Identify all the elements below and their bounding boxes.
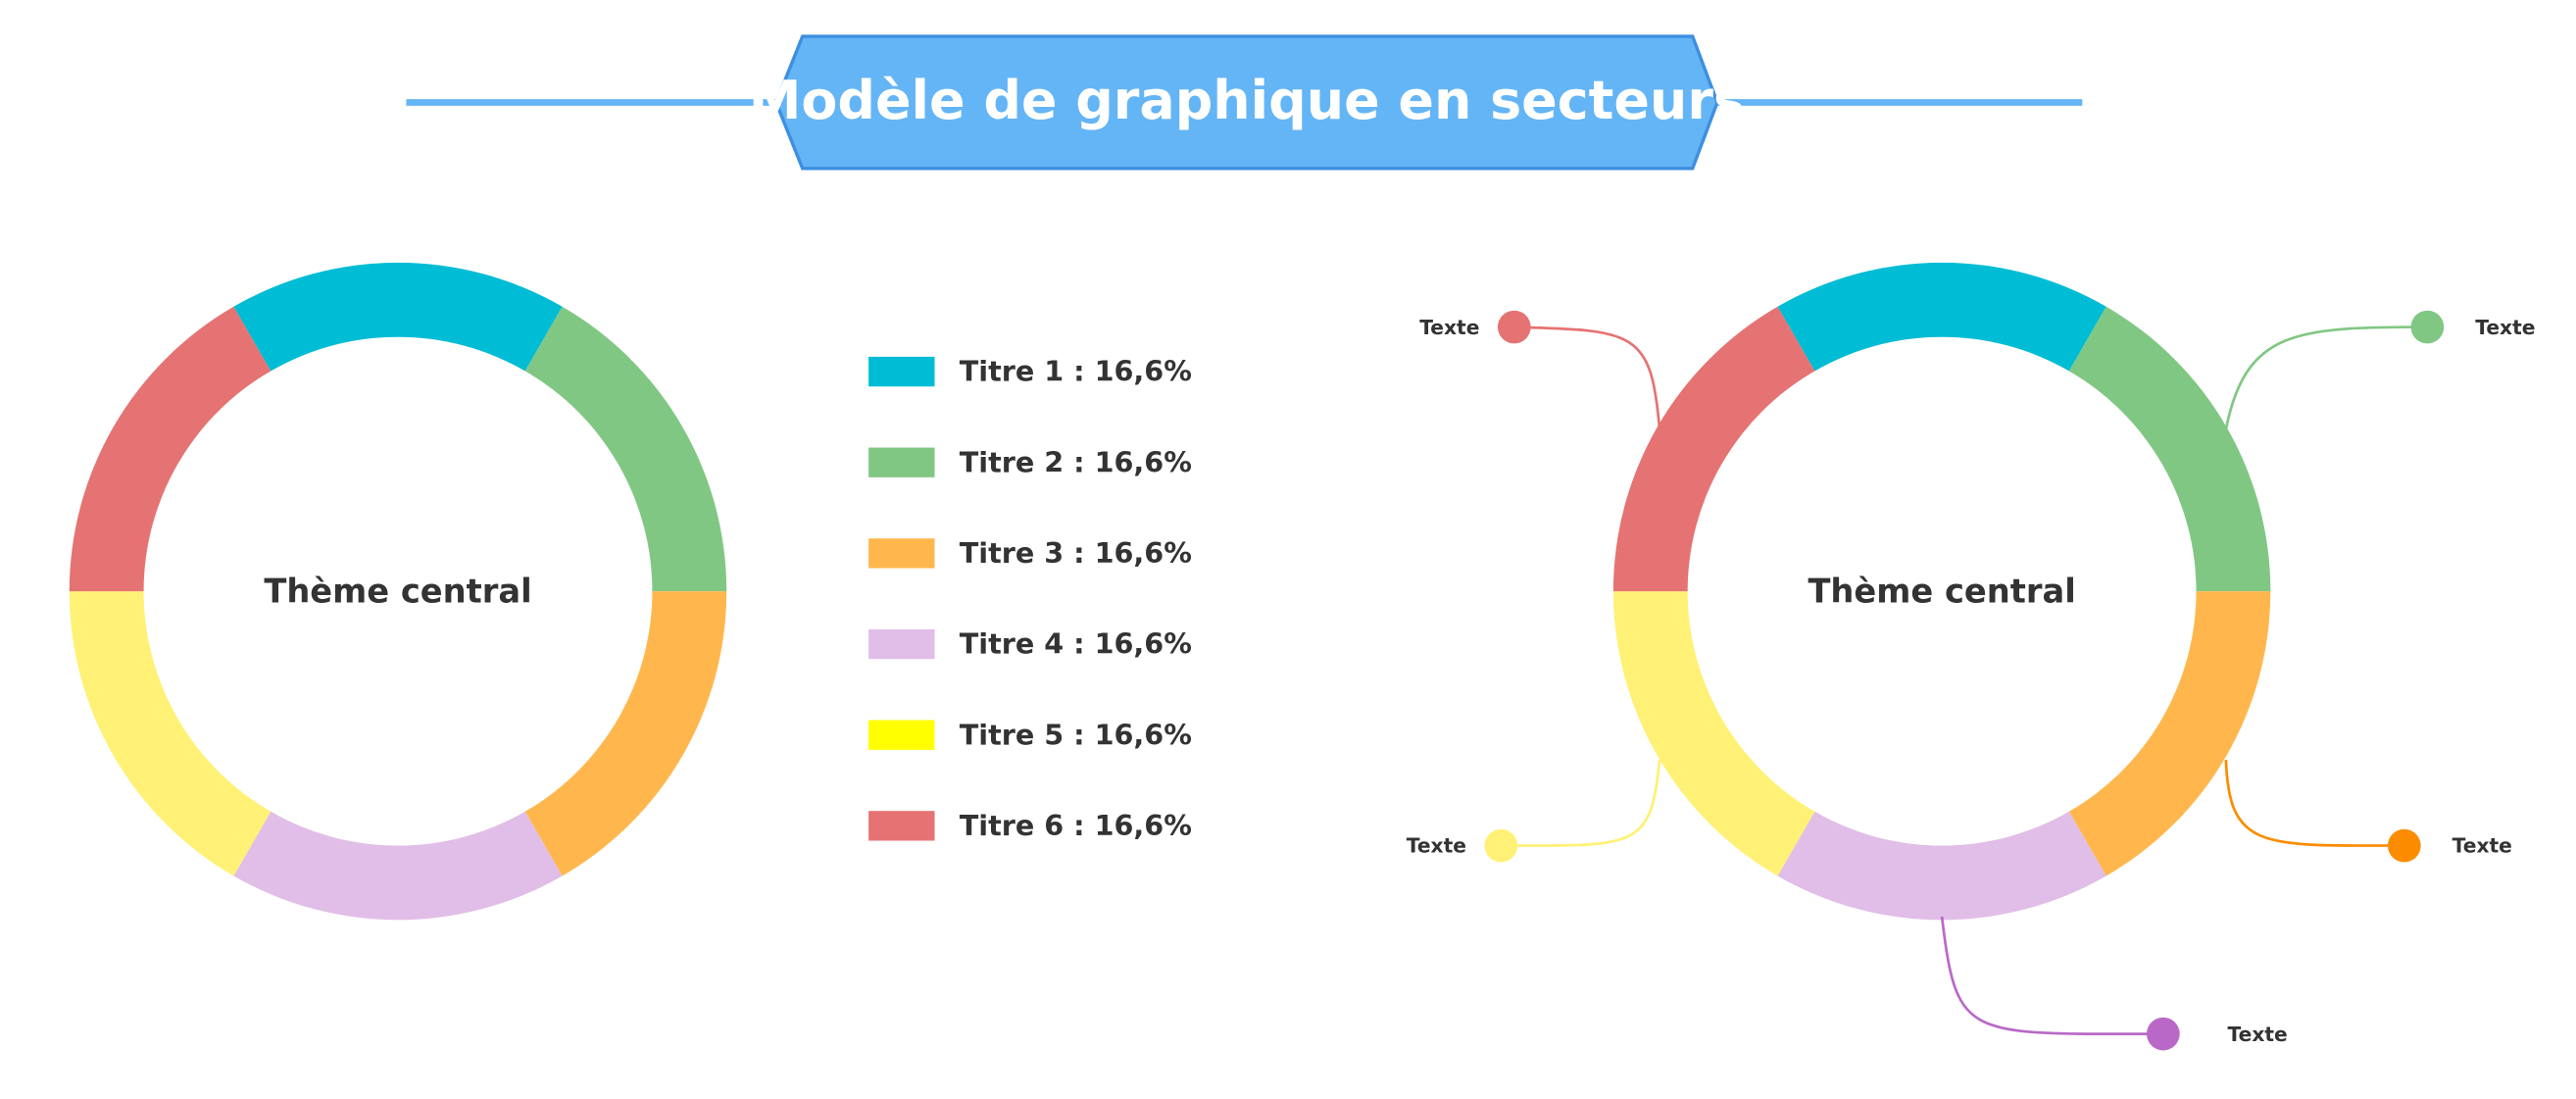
legend-swatch: [868, 811, 935, 841]
callout-dot: [2387, 828, 2421, 863]
callout-dot: [1484, 828, 1518, 863]
center-label: Thème central: [264, 572, 531, 610]
center-label: Thème central: [1808, 572, 2075, 610]
ring-segment: [524, 306, 727, 592]
title-banner: [773, 34, 1719, 171]
legend-swatch: [868, 447, 935, 477]
ring-segment: [233, 811, 563, 921]
callout-line: [1513, 325, 1661, 430]
ring-segment: [1612, 591, 1815, 876]
callout-line: [1501, 759, 1661, 847]
ring-segment: [2068, 306, 2271, 592]
ring-segment: [524, 591, 727, 876]
callout-line: [2224, 759, 2404, 847]
ring-segment: [233, 262, 563, 372]
callout-dot: [2410, 310, 2445, 344]
callout-line: [1940, 916, 2163, 1036]
legend-label: Titre 1 : 16,6%: [960, 355, 1192, 388]
title: Modèle de graphique en secteurs: [749, 70, 1745, 131]
ring-segment: [2068, 591, 2271, 876]
callout-label: Texte: [2475, 316, 2535, 339]
legend-swatch: [868, 720, 935, 750]
legend-label: Titre 2 : 16,6%: [960, 445, 1192, 478]
callout-dot: [1497, 310, 1531, 344]
callout-label: Texte: [1407, 834, 1466, 858]
ring-segment: [69, 306, 272, 592]
callout-dot: [2147, 1017, 2180, 1051]
callout-label: Texte: [2452, 834, 2512, 858]
ring-segment: [1612, 306, 1815, 592]
callout-label: Texte: [1419, 316, 1479, 339]
callout-label: Texte: [2228, 1023, 2288, 1046]
ring-segment: [69, 591, 272, 876]
legend-label: Titre 5 : 16,6%: [960, 718, 1192, 751]
callout-line: [2224, 325, 2428, 430]
ring-segment: [1777, 262, 2106, 372]
legend-swatch: [868, 628, 935, 660]
ring-segment: [1777, 811, 2106, 921]
legend-swatch: [868, 356, 935, 387]
legend-swatch: [868, 538, 935, 569]
legend-label: Titre 4 : 16,6%: [960, 627, 1192, 661]
legend-label: Titre 3 : 16,6%: [960, 536, 1192, 570]
legend-label: Titre 6 : 16,6%: [960, 809, 1192, 842]
